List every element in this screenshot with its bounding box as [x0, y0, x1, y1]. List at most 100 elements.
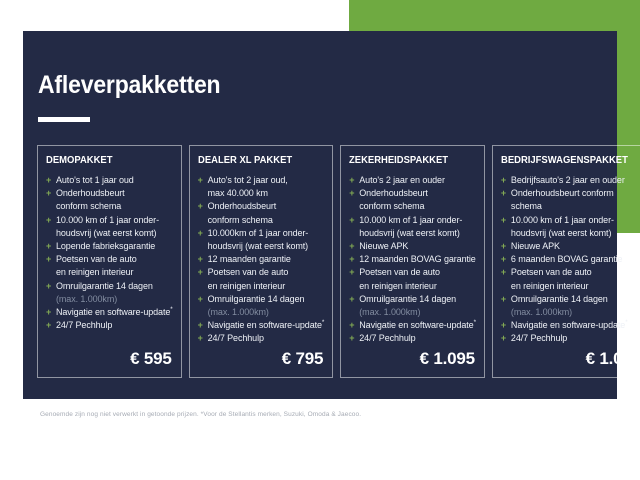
feature-line: (max. 1.000km): [198, 306, 325, 319]
feature-text: Omruilgarantie 14 dagen: [359, 293, 457, 304]
feature-text: en reinigen interieur: [510, 280, 589, 291]
footnote-marker: *: [473, 319, 476, 327]
footnote-marker: *: [170, 306, 173, 314]
feature-line: +10.000 km of 1 jaar onder-: [501, 214, 640, 227]
feature-line: + Auto's tot 1 jaar oud: [46, 174, 173, 187]
feature-text: houdsvrij (wat eerst komt): [510, 227, 612, 238]
feature-line: + Navigatie en software-update*: [349, 319, 476, 332]
plus-icon: +: [46, 320, 52, 331]
feature-text: en reinigen interieur: [207, 280, 286, 291]
feature-text: conform schema: [56, 201, 122, 212]
feature-line: +12 maanden BOVAG garantie: [349, 253, 476, 266]
feature-text: Nieuwe APK: [510, 241, 560, 252]
feature-text: Auto's tot 1 jaar oud: [56, 175, 134, 185]
feature-text: houdsvrij (wat eerst komt): [56, 227, 157, 238]
feature-text: 12 maanden garantie: [207, 254, 291, 265]
feature-text: 24/7 Pechhulp: [56, 320, 113, 331]
feature-line: schema: [501, 200, 640, 213]
feature-text: (max. 1.000km): [207, 307, 269, 318]
card-price: € 595: [130, 349, 172, 368]
plus-icon: +: [197, 254, 203, 265]
feature-line: + Nieuwe APK: [501, 240, 640, 253]
plus-icon: +: [500, 188, 507, 199]
feature-text: (max. 1.000km): [510, 307, 573, 318]
plus-icon: +: [46, 254, 52, 265]
feature-text: 10.000 km of 1 jaar onder-: [56, 214, 159, 225]
feature-list: + Auto's tot 2 jaar oud, max 40.000 km + Ond…: [198, 174, 325, 346]
plus-icon: +: [197, 333, 203, 344]
feature-text: Onderhoudsbeurt: [56, 188, 125, 199]
feature-text: 24/7 Pechhulp: [207, 333, 264, 344]
feature-line: (max. 1.000km): [46, 293, 173, 306]
feature-text: houdsvrij (wat eerst komt): [359, 227, 460, 238]
plus-icon: +: [500, 254, 507, 265]
plus-icon: +: [349, 254, 355, 265]
card-price: € 795: [281, 349, 324, 368]
feature-line: + Onderhoudsbeurt: [349, 187, 476, 200]
feature-text: 10.000 km of 1 jaar onder-: [359, 214, 463, 225]
package-card: ZEKERHEIDSPAKKET + Auto's 2 jaar en ouder…: [340, 145, 485, 378]
feature-text: schema: [510, 201, 542, 212]
feature-text: (max. 1.000km): [56, 293, 118, 304]
feature-line: conform schema: [46, 200, 173, 213]
plus-icon: +: [197, 227, 203, 238]
feature-text: Onderhoudsbeurt: [207, 201, 277, 212]
plus-icon: +: [46, 214, 52, 225]
feature-line: + Auto's 2 jaar en ouder: [349, 174, 476, 187]
plus-icon: +: [197, 175, 203, 185]
feature-text: Poetsen van de auto: [359, 267, 440, 278]
feature-line: houdsvrij (wat eerst komt): [198, 240, 325, 253]
feature-line: houdsvrij (wat eerst komt): [46, 227, 173, 240]
feature-line: + Omruilgarantie 14 dagen: [46, 280, 173, 293]
feature-text: houdsvrij (wat eerst komt): [207, 241, 309, 252]
feature-text: Omruilgarantie 14 dagen: [56, 280, 153, 291]
plus-icon: +: [500, 320, 507, 331]
feature-line: conform schema: [198, 214, 325, 227]
feature-text: 10.000km of 1 jaar onder-: [207, 227, 309, 238]
feature-line: +12 maanden garantie: [198, 253, 325, 266]
plus-icon: +: [46, 280, 52, 291]
feature-line: + Omruilgarantie 14 dagen: [198, 293, 325, 306]
feature-text: Lopende fabrieksgarantie: [56, 241, 156, 252]
plus-icon: +: [500, 214, 507, 225]
feature-line: +24/7 Pechhulp: [198, 332, 325, 345]
feature-line: + Auto's tot 2 jaar oud,: [198, 174, 325, 187]
feature-text: en reinigen interieur: [56, 267, 134, 278]
feature-line: + Onderhoudsbeurt: [198, 200, 325, 213]
feature-line: + Navigatie en software-update*: [46, 306, 173, 319]
feature-line: en reinigen interieur: [349, 280, 476, 293]
footnote: Genoemde zijn nog niet verwerkt in getoo…: [40, 411, 362, 418]
plus-icon: +: [46, 241, 52, 252]
feature-line: +10.000 km of 1 jaar onder-: [349, 214, 476, 227]
feature-line: en reinigen interieur: [198, 280, 325, 293]
feature-text: Auto's tot 2 jaar oud,: [207, 175, 288, 185]
plus-icon: +: [349, 241, 355, 252]
feature-text: Bedrijfsauto's 2 jaar en ouder: [510, 175, 625, 185]
feature-text: Navigatie en software-update*: [510, 319, 628, 331]
title-underline: [38, 117, 90, 122]
feature-text: 24/7 Pechhulp: [359, 333, 416, 344]
plus-icon: +: [349, 188, 355, 199]
card-title: DEALER XL PAKKET: [197, 154, 292, 166]
feature-line: + Poetsen van de auto: [46, 253, 173, 266]
plus-icon: +: [349, 175, 355, 185]
plus-icon: +: [500, 293, 507, 304]
feature-line: + Nieuwe APK: [349, 240, 476, 253]
feature-line: + Poetsen van de auto: [501, 266, 640, 279]
footnote-marker: *: [625, 319, 628, 327]
feature-line: + Navigatie en software-update*: [198, 319, 325, 332]
card-title: BEDRIJFSWAGENSPAKKET: [500, 154, 628, 166]
card-title: DEMOPAKKET: [46, 154, 113, 166]
feature-list: + Auto's tot 1 jaar oud + Onderhoudsbeurt co…: [46, 174, 173, 332]
package-cards: DEMOPAKKET + Auto's tot 1 jaar oud + Onderh…: [37, 145, 640, 378]
plus-icon: +: [46, 175, 52, 185]
feature-line: en reinigen interieur: [46, 266, 173, 279]
feature-line: +6 maanden BOVAG garantie: [501, 253, 640, 266]
plus-icon: +: [197, 320, 203, 331]
feature-line: +10.000km of 1 jaar onder-: [198, 227, 325, 240]
feature-line: + Onderhoudsbeurt conform: [501, 187, 640, 200]
feature-text: Omruilgarantie 14 dagen: [207, 293, 305, 304]
card-price: € 1.095: [585, 349, 640, 368]
feature-text: 6 maanden BOVAG garantie: [510, 254, 623, 265]
feature-text: Auto's 2 jaar en ouder: [359, 175, 445, 185]
